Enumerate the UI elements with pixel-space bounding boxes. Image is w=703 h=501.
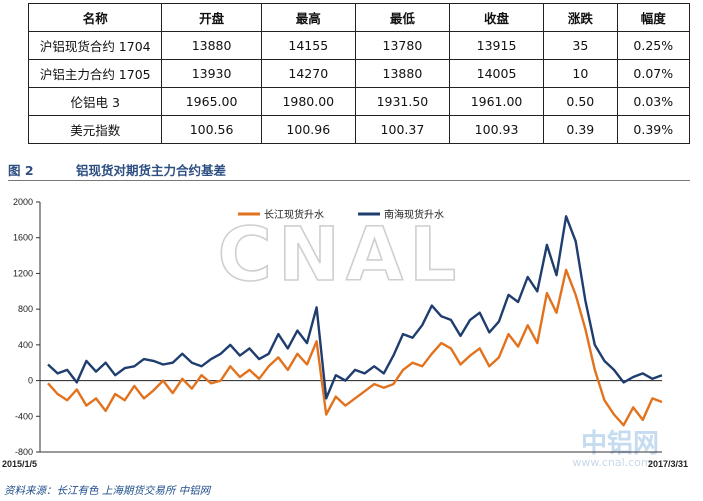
series-line-nanhai	[47, 215, 663, 400]
table-row: 沪铝现货合约 1704 13880 14155 13780 13915 35 0…	[27, 31, 691, 60]
y-tick-label: 1200	[13, 268, 33, 278]
watermark-url: www.cnal.com	[572, 456, 651, 469]
cell-close: 1961.00	[448, 87, 545, 116]
y-tick-label: 800	[18, 304, 33, 314]
table-row: 美元指数 100.56 100.96 100.37 100.93 0.39 0.…	[27, 115, 691, 144]
cell-high: 14270	[260, 59, 356, 88]
cell-name: 沪铝主力合约 1705	[27, 59, 163, 88]
cell-high: 100.96	[260, 115, 356, 144]
cell-name: 美元指数	[27, 115, 163, 144]
watermark: CNAL 中铝网 www.cnal.com	[217, 211, 659, 469]
cell-open: 13930	[161, 59, 262, 88]
watermark-cnal: CNAL	[218, 212, 463, 298]
chart-legend: 长江现货升水 南海现货升水	[238, 208, 444, 221]
y-tick-label: 0	[28, 376, 33, 386]
col-header-change: 涨跌	[543, 3, 618, 32]
cell-low: 13780	[354, 31, 450, 60]
cell-pct: 0.03%	[616, 87, 691, 116]
table-row: 伦铝电 3 1965.00 1980.00 1931.50 1961.00 0.…	[27, 87, 691, 116]
cell-close: 100.93	[448, 115, 545, 144]
cell-pct: 0.25%	[616, 31, 691, 60]
col-header-low: 最低	[354, 3, 450, 32]
cell-name: 伦铝电 3	[27, 87, 163, 116]
figure-number: 图 2	[8, 163, 34, 178]
cell-open: 100.56	[161, 115, 262, 144]
watermark-logo: 中铝网	[581, 429, 659, 459]
cell-low: 100.37	[354, 115, 450, 144]
table-row: 沪铝主力合约 1705 13930 14270 13880 14005 10 0…	[27, 59, 691, 88]
legend-label: 长江现货升水	[264, 208, 324, 221]
cell-low: 13880	[354, 59, 450, 88]
col-header-close: 收盘	[448, 3, 545, 32]
cell-open: 13880	[161, 31, 262, 60]
figure-caption: 图 2 铝现货对期货主力合约基差	[8, 158, 690, 181]
cell-name: 沪铝现货合约 1704	[27, 31, 163, 60]
table-header-row: 名称 开盘 最高 最低 收盘 涨跌 幅度	[27, 3, 691, 32]
legend-label: 南海现货升水	[384, 208, 444, 221]
cell-open: 1965.00	[161, 87, 262, 116]
cell-pct: 0.07%	[616, 59, 691, 88]
cell-change: 0.39	[543, 115, 618, 144]
col-header-high: 最高	[260, 3, 356, 32]
cell-change: 35	[543, 31, 618, 60]
x-start-label: 2015/1/5	[2, 459, 37, 469]
y-tick-label: -400	[15, 411, 33, 421]
cell-close: 13915	[448, 31, 545, 60]
cell-change: 10	[543, 59, 618, 88]
figure-title: 铝现货对期货主力合约基差	[76, 163, 227, 178]
col-header-open: 开盘	[161, 3, 262, 32]
chart-axes: -800 -400 0 400 800 1200 1600 2000 2015/1/5 2017/…	[2, 197, 688, 469]
y-tick-label: 2000	[13, 197, 33, 207]
y-tick-label: -800	[15, 447, 33, 457]
cell-high: 1980.00	[260, 87, 356, 116]
y-tick-label: 1600	[13, 233, 33, 243]
series-line-changjiang	[47, 268, 663, 427]
basis-line-chart: CNAL 中铝网 www.cnal.com -800 -400 0 400 800 120…	[2, 197, 688, 469]
cell-pct: 0.39%	[616, 115, 691, 144]
price-table: 名称 开盘 最高 最低 收盘 涨跌 幅度 沪铝现货合约 1704 13880 1…	[27, 3, 691, 144]
col-header-name: 名称	[27, 3, 163, 32]
col-header-pct: 幅度	[616, 3, 691, 32]
x-end-label: 2017/3/31	[648, 459, 688, 469]
cell-high: 14155	[260, 31, 356, 60]
cell-close: 14005	[448, 59, 545, 88]
cell-low: 1931.50	[354, 87, 450, 116]
source-note: 资料来源：长江有色 上海期货交易所 中铝网	[4, 485, 211, 497]
cell-change: 0.50	[543, 87, 618, 116]
y-tick-label: 400	[18, 340, 33, 350]
chart-lines	[47, 215, 663, 427]
